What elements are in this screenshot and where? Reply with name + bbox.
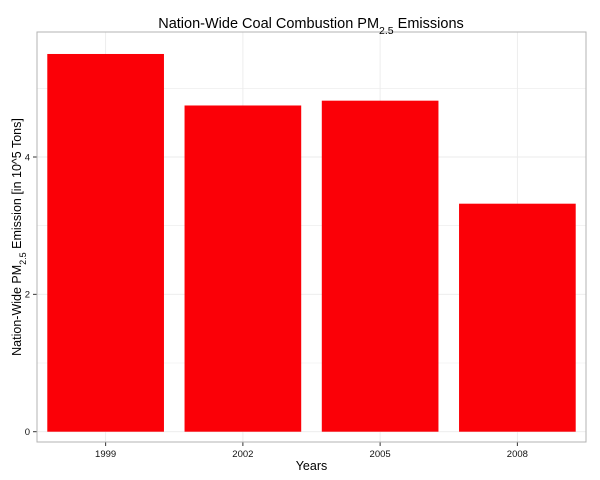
bars-layer: [47, 53, 576, 432]
bar-2005: [321, 100, 439, 432]
y-axis-title-subscript: 2.5: [18, 252, 28, 265]
x-tick-label: 2008: [507, 449, 528, 460]
panel-border: [36, 31, 587, 443]
axis-layer: 0 2 4 1999 2002 2005 2008: [25, 152, 528, 460]
x-tick-label: 2002: [232, 449, 253, 460]
chart-title-prefix: Nation-Wide Coal Combustion PM: [158, 16, 379, 32]
y-axis-title: Nation-Wide PM2.5 Emission [in 10^5 Tons…: [10, 118, 28, 356]
bar-1999: [47, 53, 164, 432]
chart-title-subscript: 2.5: [379, 25, 394, 37]
y-axis-title-prefix: Nation-Wide PM: [10, 265, 24, 356]
bar-2002: [184, 105, 302, 432]
x-tick-label: 1999: [95, 449, 116, 460]
x-axis-title: Years: [296, 459, 328, 473]
bar-2008: [459, 203, 576, 432]
y-tick-label: 0: [25, 427, 30, 438]
y-tick-label: 4: [25, 152, 30, 163]
y-axis-title-suffix: Emission [in 10^5 Tons]: [10, 118, 24, 252]
chart-title-suffix: Emissions: [394, 16, 464, 32]
chart-title: Nation-Wide Coal Combustion PM2.5 Emissi…: [158, 16, 464, 37]
x-tick-label: 2005: [370, 449, 391, 460]
y-tick-label: 2: [25, 290, 30, 301]
